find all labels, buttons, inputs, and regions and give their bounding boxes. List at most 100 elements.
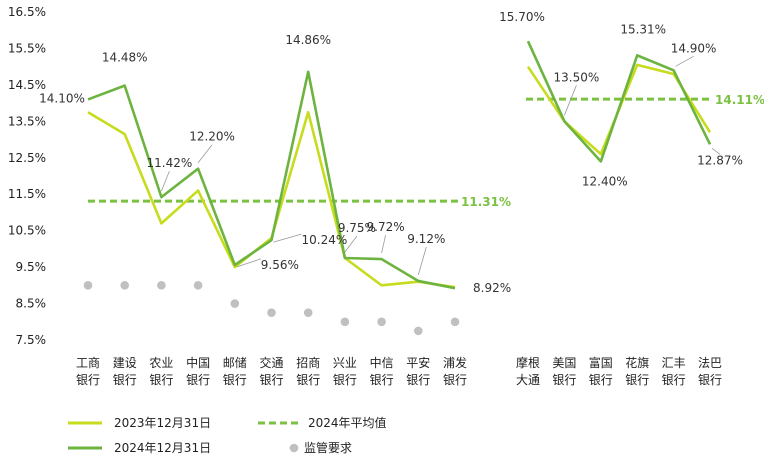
category-label-line2: 银行	[223, 373, 247, 387]
data-labels: 14.10% 14.48% 11.42% 12.20% 9.56%10.24% 14.86…	[39, 10, 743, 295]
category-label-line2: 银行	[76, 373, 100, 387]
data-label-2024: 12.87%	[697, 153, 743, 167]
category-label-line1: 中信	[370, 355, 394, 370]
category-label-line2: 银行	[698, 373, 722, 387]
y-tick-label: 12.5%	[8, 151, 46, 165]
data-label-2024: 10.24%	[302, 233, 348, 247]
category-label-line1: 交通	[259, 355, 283, 370]
regulatory-dot	[340, 317, 350, 327]
category-label-line1: 中国	[186, 355, 210, 370]
category-label-line2: 银行	[589, 373, 613, 387]
label-leader-line	[197, 144, 213, 163]
category-label-line1: 法巴	[698, 356, 722, 370]
label-leaders	[161, 55, 721, 276]
category-label-line1: 平安	[406, 355, 430, 370]
regulatory-dots	[83, 281, 460, 336]
category-label-line1: 工商	[76, 355, 100, 370]
regulatory-dot	[303, 308, 313, 317]
label-leader-line	[344, 235, 358, 253]
category-label-line2: 银行	[149, 373, 173, 387]
y-tick-label: 13.5%	[8, 114, 46, 128]
data-label-2024: 13.50%	[554, 70, 600, 84]
data-label-2024: 9.12%	[407, 232, 445, 246]
regulatory-dot	[120, 281, 129, 290]
category-label: 邮储银行	[223, 355, 247, 387]
category-label: 法巴银行	[698, 356, 722, 387]
category-label: 建设银行	[113, 356, 137, 387]
label-leader-line	[161, 170, 170, 192]
category-label: 花旗银行	[625, 355, 649, 387]
category-label: 富国银行	[589, 355, 613, 387]
data-label-2024: 12.40%	[582, 174, 628, 188]
legend-swatch-dot	[289, 443, 299, 453]
data-label-2024: 9.72%	[367, 220, 405, 234]
category-labels: 工商银行建设银行农业银行中国银行邮储银行交通银行招商银行兴业银行中信银行平安银行…	[76, 355, 722, 387]
category-label-line1: 摩根	[516, 355, 540, 370]
label-leader-line	[381, 235, 386, 254]
data-label-2024: 15.70%	[499, 10, 545, 24]
category-label: 汇丰银行	[662, 356, 686, 387]
data-label-2024: 8.92%	[473, 281, 511, 295]
regulatory-dot	[267, 308, 276, 317]
data-label-2024: 12.20%	[189, 130, 235, 144]
category-label-line2: 银行	[625, 373, 649, 387]
category-label-line1: 邮储	[223, 355, 247, 370]
category-label-line1: 花旗	[625, 355, 649, 370]
series-line-2024	[526, 40, 712, 163]
y-tick-label: 7.5%	[16, 333, 47, 347]
category-label-line2: 银行	[443, 373, 467, 387]
category-label-line2: 银行	[296, 373, 320, 387]
category-label-line1: 兴业	[333, 356, 357, 370]
regulatory-dot	[414, 326, 423, 336]
label-leader-line	[564, 85, 577, 116]
y-tick-label: 9.5%	[16, 260, 47, 274]
category-label: 交通银行	[259, 355, 283, 387]
category-label-line1: 建设	[113, 356, 137, 370]
average-label: 14.11%	[715, 93, 764, 107]
regulatory-dot	[83, 281, 93, 290]
category-label-line2: 银行	[552, 373, 576, 387]
category-label-line2: 银行	[113, 373, 137, 387]
category-label-line2: 银行	[333, 373, 357, 387]
category-label: 农业银行	[149, 356, 173, 387]
data-label-2024: 14.86%	[285, 33, 331, 47]
average-label: 11.31%	[461, 195, 511, 209]
legend: 2023年12月31日 2024年平均值 2024年12月31日 监管要求	[68, 415, 387, 455]
regulatory-dot	[230, 299, 240, 308]
category-label: 兴业银行	[333, 356, 357, 387]
category-label: 美国银行	[552, 356, 576, 387]
category-label: 工商银行	[76, 355, 100, 387]
label-leader-line	[675, 55, 694, 67]
data-label-2024: 9.56%	[261, 258, 299, 272]
y-tick-label: 15.5%	[8, 41, 46, 55]
category-label-line1: 美国	[552, 356, 576, 370]
label-leader-line	[273, 233, 302, 243]
y-tick-label: 10.5%	[8, 224, 46, 238]
category-label-line1: 富国	[589, 355, 613, 370]
category-label: 摩根大通	[516, 355, 540, 387]
regulatory-dot	[377, 317, 386, 327]
data-label-2024: 14.90%	[671, 41, 717, 55]
y-tick-label: 14.5%	[8, 78, 46, 92]
category-label-line2: 银行	[186, 373, 210, 387]
y-tick-label: 16.5%	[8, 5, 46, 19]
legend-label: 2023年12月31日	[114, 416, 211, 430]
category-label-line1: 汇丰	[662, 356, 686, 370]
data-label-2024: 9.75%	[338, 221, 376, 235]
regulatory-dot	[157, 281, 166, 290]
data-label-2024: 14.10%	[39, 91, 85, 105]
label-leader-line	[236, 258, 261, 268]
category-label: 中信银行	[370, 355, 394, 387]
regulatory-dot	[450, 317, 460, 327]
category-label-line1: 农业	[149, 356, 173, 370]
legend-label: 2024年平均值	[308, 415, 387, 430]
y-tick-label: 8.5%	[16, 297, 47, 311]
category-label-line2: 银行	[406, 373, 430, 387]
series-lines	[87, 40, 712, 290]
category-label-line2: 银行	[662, 373, 686, 387]
category-label-line1: 浦发	[443, 355, 467, 370]
data-label-2024: 14.48%	[102, 51, 148, 65]
average-lines: 11.31% 14.11%	[88, 93, 764, 209]
category-label: 招商银行	[296, 355, 320, 387]
